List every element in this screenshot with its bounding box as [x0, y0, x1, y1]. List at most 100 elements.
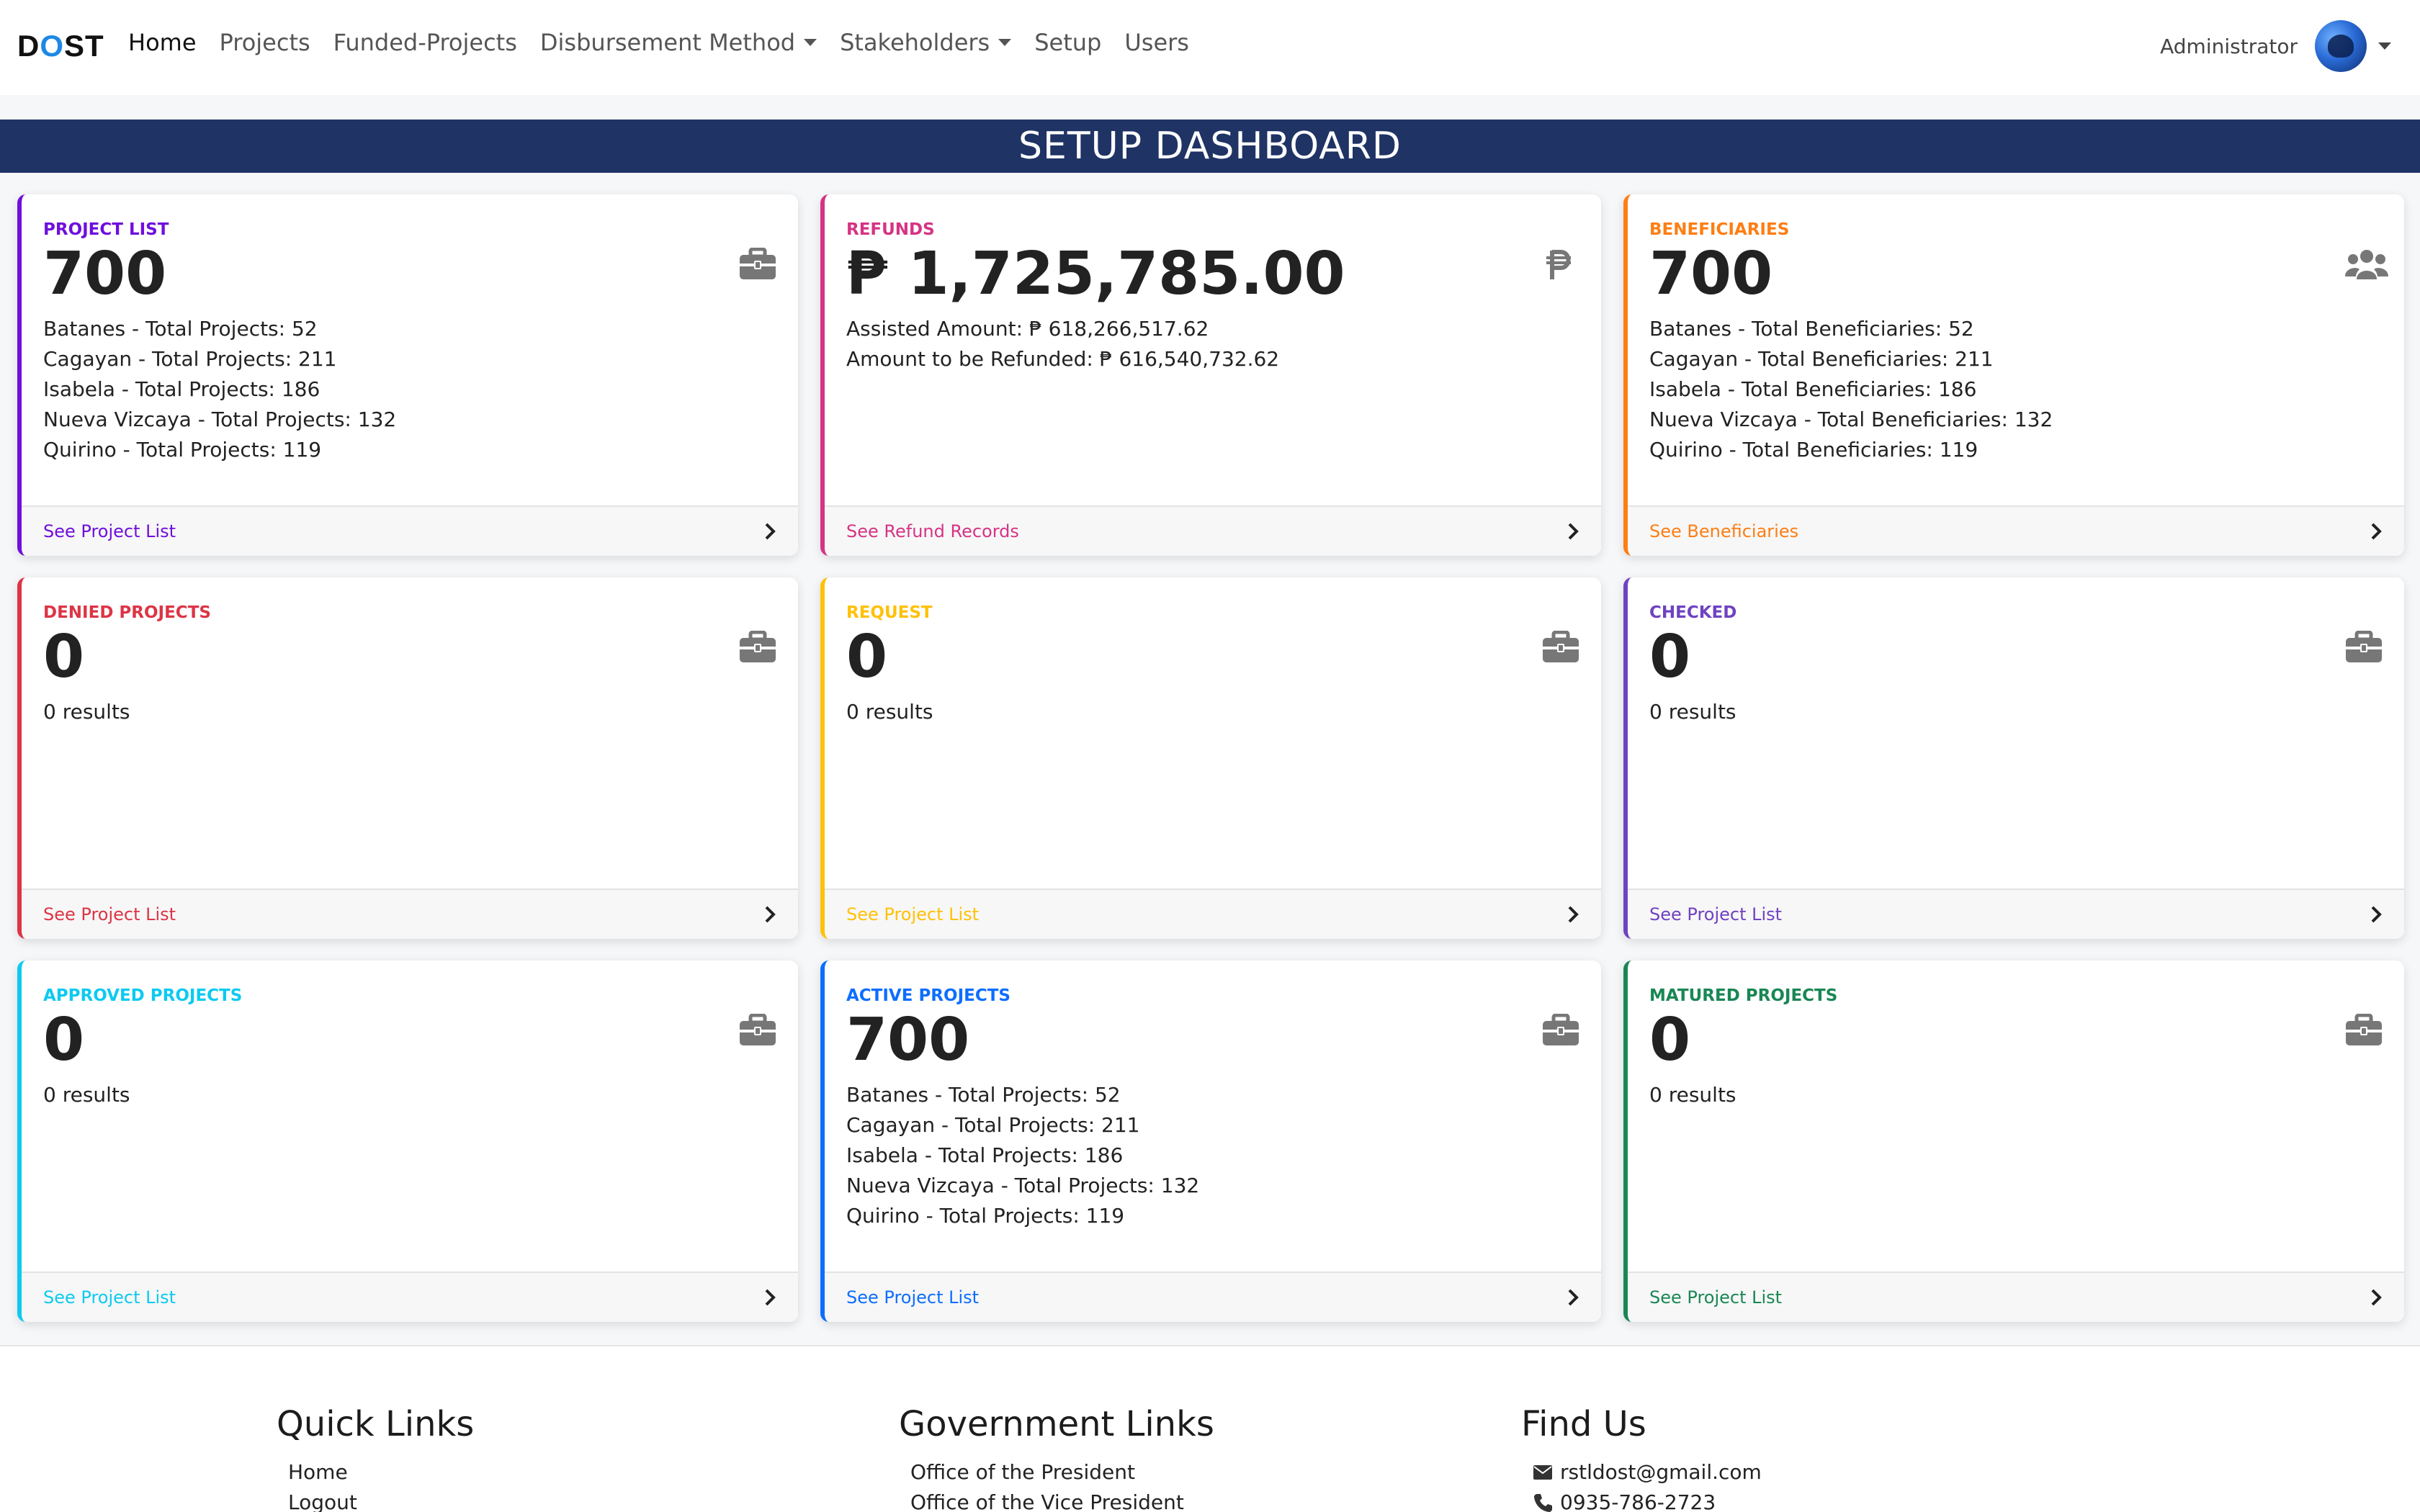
user-menu[interactable]: Administrator	[2160, 20, 2391, 72]
briefcase-icon	[739, 247, 776, 281]
card-active-projects: ACTIVE PROJECTS 700 Batanes - Total Proj…	[820, 960, 1601, 1322]
caret-down-icon	[804, 39, 817, 46]
nav-menu: Home Projects Funded-Projects Disburseme…	[128, 29, 1212, 56]
footer-link-office-president[interactable]: Office of the President	[910, 1460, 1135, 1484]
card-footer-link[interactable]: See Project List	[22, 1272, 798, 1322]
card-value: 0	[1649, 623, 1691, 691]
card-label: REFUNDS	[846, 220, 935, 239]
nav-stakeholders[interactable]: Stakeholders	[840, 29, 1012, 56]
card-footer-link[interactable]: See Beneficiaries	[1628, 505, 2404, 556]
card-value: 700	[846, 1006, 970, 1074]
chevron-right-icon	[765, 523, 776, 540]
card-value: 0	[43, 1006, 85, 1074]
card-detail-line: 0 results	[1649, 1083, 1736, 1107]
card-value: ₱ 1,725,785.00	[846, 240, 1345, 308]
card-detail-line: Nueva Vizcaya - Total Projects: 132	[43, 408, 397, 432]
footer-link-office-vice-president[interactable]: Office of the Vice President	[910, 1490, 1184, 1512]
card-footer-link[interactable]: See Project List	[825, 888, 1601, 939]
chevron-right-icon	[765, 1289, 776, 1306]
chevron-right-icon	[1568, 906, 1579, 923]
card-value: 0	[846, 623, 888, 691]
caret-down-icon	[998, 39, 1012, 46]
footer-email[interactable]: rstldost@gmail.com	[1533, 1457, 1762, 1488]
card-detail-line: Cagayan - Total Beneficiaries: 211	[1649, 347, 1994, 372]
card-detail-line: Assisted Amount: ₱ 618,266,517.62	[846, 317, 1209, 341]
see-list-link[interactable]: See Project List	[1649, 1287, 1783, 1308]
see-list-link[interactable]: See Project List	[846, 1287, 980, 1308]
top-navbar: DOST Home Projects Funded-Projects Disbu…	[0, 0, 2420, 95]
briefcase-icon	[2345, 630, 2383, 664]
card-value: 0	[1649, 1006, 1691, 1074]
card-label: ACTIVE PROJECTS	[846, 986, 1010, 1005]
page-title: SETUP DASHBOARD	[0, 120, 2420, 173]
quick-links-section: Quick Links Home Logout	[277, 1404, 474, 1512]
card-detail-line: Batanes - Total Beneficiaries: 52	[1649, 317, 1974, 341]
nav-users[interactable]: Users	[1124, 29, 1189, 56]
find-us-section: Find Us rstldost@gmail.com 0935-786-2723	[1521, 1404, 1762, 1512]
find-us-heading: Find Us	[1521, 1404, 1646, 1444]
card-beneficiaries: BENEFICIARIES 700 Batanes - Total Benefi…	[1623, 194, 2404, 556]
footer-link-home[interactable]: Home	[288, 1460, 348, 1484]
nav-funded-projects[interactable]: Funded-Projects	[333, 29, 517, 56]
see-list-link[interactable]: See Project List	[846, 904, 980, 924]
card-footer-link[interactable]: See Refund Records	[825, 505, 1601, 556]
footer-phone[interactable]: 0935-786-2723	[1533, 1488, 1762, 1512]
chevron-right-icon	[2371, 1289, 2382, 1306]
card-footer-link[interactable]: See Project List	[1628, 888, 2404, 939]
card-request: REQUEST 0 0 results See Project List	[820, 577, 1601, 939]
users-icon	[2345, 248, 2388, 281]
card-detail-line: 0 results	[1649, 700, 1736, 724]
chevron-right-icon	[2371, 906, 2382, 923]
nav-projects[interactable]: Projects	[219, 29, 310, 56]
card-footer-link[interactable]: See Project List	[825, 1272, 1601, 1322]
caret-down-icon	[2378, 42, 2391, 50]
see-list-link[interactable]: See Project List	[43, 521, 176, 541]
see-list-link[interactable]: See Refund Records	[846, 521, 1019, 541]
card-denied-projects: DENIED PROJECTS 0 0 results See Project …	[17, 577, 798, 939]
see-list-link[interactable]: See Project List	[43, 1287, 176, 1308]
briefcase-icon	[739, 1013, 776, 1047]
chevron-right-icon	[1568, 1289, 1579, 1306]
card-detail-line: Quirino - Total Projects: 119	[846, 1204, 1125, 1228]
card-detail-line: 0 results	[846, 700, 933, 724]
peso-icon	[1542, 248, 1579, 281]
card-detail-line: Quirino - Total Beneficiaries: 119	[1649, 438, 1978, 462]
card-detail-line: Cagayan - Total Projects: 211	[846, 1113, 1140, 1138]
see-list-link[interactable]: See Project List	[43, 904, 176, 924]
card-value: 700	[1649, 240, 1773, 308]
nav-disbursement-method[interactable]: Disbursement Method	[540, 29, 817, 56]
card-value: 0	[43, 623, 85, 691]
nav-setup[interactable]: Setup	[1034, 29, 1102, 56]
card-detail-line: 0 results	[43, 700, 130, 724]
briefcase-icon	[739, 630, 776, 664]
card-project-list: PROJECT LIST 700 Batanes - Total Project…	[17, 194, 798, 556]
card-detail-line: Isabela - Total Beneficiaries: 186	[1649, 377, 1977, 402]
card-refunds: REFUNDS ₱ 1,725,785.00 Assisted Amount: …	[820, 194, 1601, 556]
card-detail-line: Cagayan - Total Projects: 211	[43, 347, 337, 372]
card-detail-line: Nueva Vizcaya - Total Projects: 132	[846, 1174, 1200, 1198]
card-approved-projects: APPROVED PROJECTS 0 0 results See Projec…	[17, 960, 798, 1322]
card-footer-link[interactable]: See Project List	[22, 888, 798, 939]
briefcase-icon	[1542, 1013, 1579, 1047]
footer-link-logout[interactable]: Logout	[288, 1490, 357, 1512]
briefcase-icon	[1542, 630, 1579, 664]
card-footer-link[interactable]: See Project List	[22, 505, 798, 556]
card-detail-line: Batanes - Total Projects: 52	[846, 1083, 1121, 1107]
avatar[interactable]	[2315, 20, 2367, 72]
card-matured-projects: MATURED PROJECTS 0 0 results See Project…	[1623, 960, 2404, 1322]
chevron-right-icon	[765, 906, 776, 923]
card-label: BENEFICIARIES	[1649, 220, 1790, 239]
card-footer-link[interactable]: See Project List	[1628, 1272, 2404, 1322]
card-detail-line: Nueva Vizcaya - Total Beneficiaries: 132	[1649, 408, 2053, 432]
card-value: 700	[43, 240, 167, 308]
see-list-link[interactable]: See Beneficiaries	[1649, 521, 1799, 541]
user-name: Administrator	[2160, 34, 2298, 58]
nav-home[interactable]: Home	[128, 29, 197, 56]
quick-links-heading: Quick Links	[277, 1404, 475, 1444]
brand-logo[interactable]: DOST	[17, 29, 104, 63]
card-label: DENIED PROJECTS	[43, 603, 211, 622]
envelope-icon	[1533, 1465, 1552, 1480]
card-label: MATURED PROJECTS	[1649, 986, 1838, 1005]
briefcase-icon	[2345, 1013, 2383, 1047]
see-list-link[interactable]: See Project List	[1649, 904, 1783, 924]
